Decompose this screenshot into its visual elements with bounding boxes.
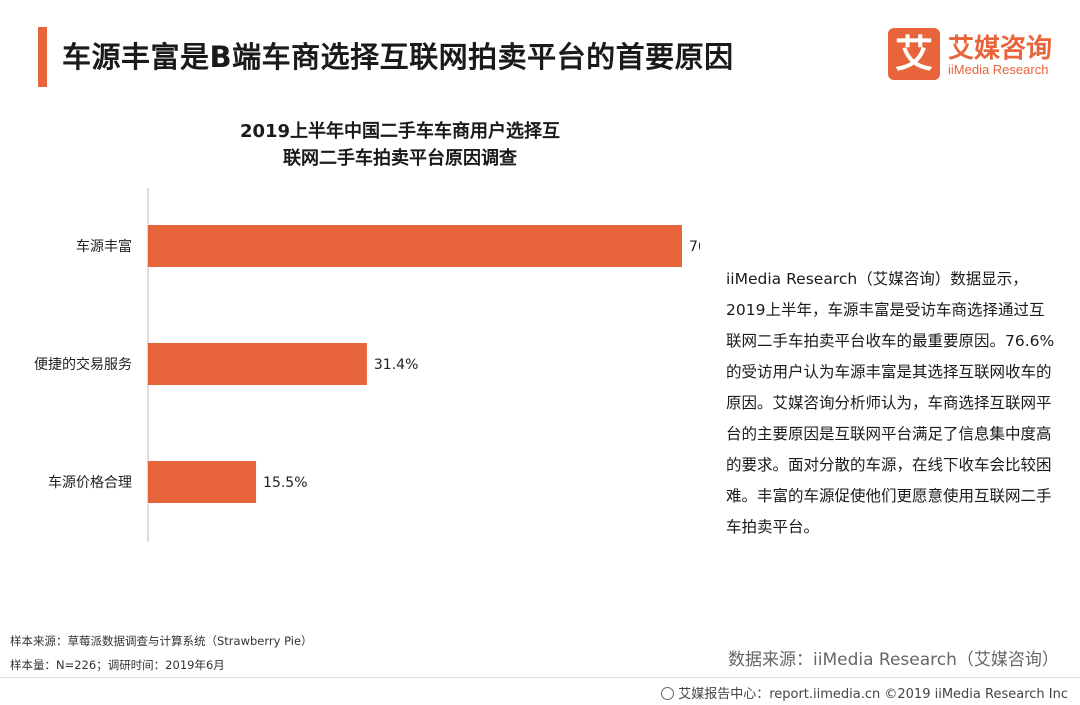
page-title: 车源丰富是B端车商选择互联网拍卖平台的首要原因 <box>62 40 734 74</box>
data-source: 数据来源：iiMedia Research（艾媒咨询） <box>728 650 1059 670</box>
category-label: 车源丰富 <box>76 238 132 255</box>
category-label: 便捷的交易服务 <box>34 356 132 373</box>
sample-size-note: 样本量：N=226；调研时间：2019年6月 <box>10 658 225 672</box>
brand-logo: 艾 艾媒咨询 iiMedia Research <box>888 28 1068 86</box>
globe-icon <box>661 687 675 700</box>
sample-source-note: 样本来源：草莓派数据调查与计算系统（Strawberry Pie） <box>10 634 313 648</box>
chart-title-line1: 2019上半年中国二手车车商用户选择互 <box>239 121 561 142</box>
bar <box>148 343 367 385</box>
chart-title-line2: 联网二手车拍卖平台原因调查 <box>283 148 517 169</box>
category-label: 车源价格合理 <box>48 474 132 491</box>
logo-mark: 艾 <box>888 28 940 80</box>
footer-divider <box>0 677 1080 678</box>
value-label: 76.6% <box>689 239 700 255</box>
title-accent-bar <box>38 27 47 87</box>
value-label: 15.5% <box>263 475 307 491</box>
footer: 艾媒报告中心：report.iimedia.cn ©2019 iiMedia R… <box>661 683 1068 702</box>
bar <box>148 461 257 503</box>
description-text: iiMedia Research（艾媒咨询）数据显示，2019上半年，车源丰富是… <box>726 270 1055 536</box>
logo-name-en: iiMedia Research <box>948 62 1049 77</box>
value-label: 31.4% <box>374 357 418 373</box>
bar-chart: 车源丰富 76.6% 便捷的交易服务 31.4% 车源价格合理 15.5% <box>34 188 700 542</box>
chart-title: 2019上半年中国二手车车商用户选择互 联网二手车拍卖平台原因调查 <box>190 118 610 172</box>
logo-name-cn: 艾媒咨询 <box>948 34 1053 64</box>
footer-text: 艾媒报告中心：report.iimedia.cn ©2019 iiMedia R… <box>678 687 1068 702</box>
bar <box>148 225 682 267</box>
